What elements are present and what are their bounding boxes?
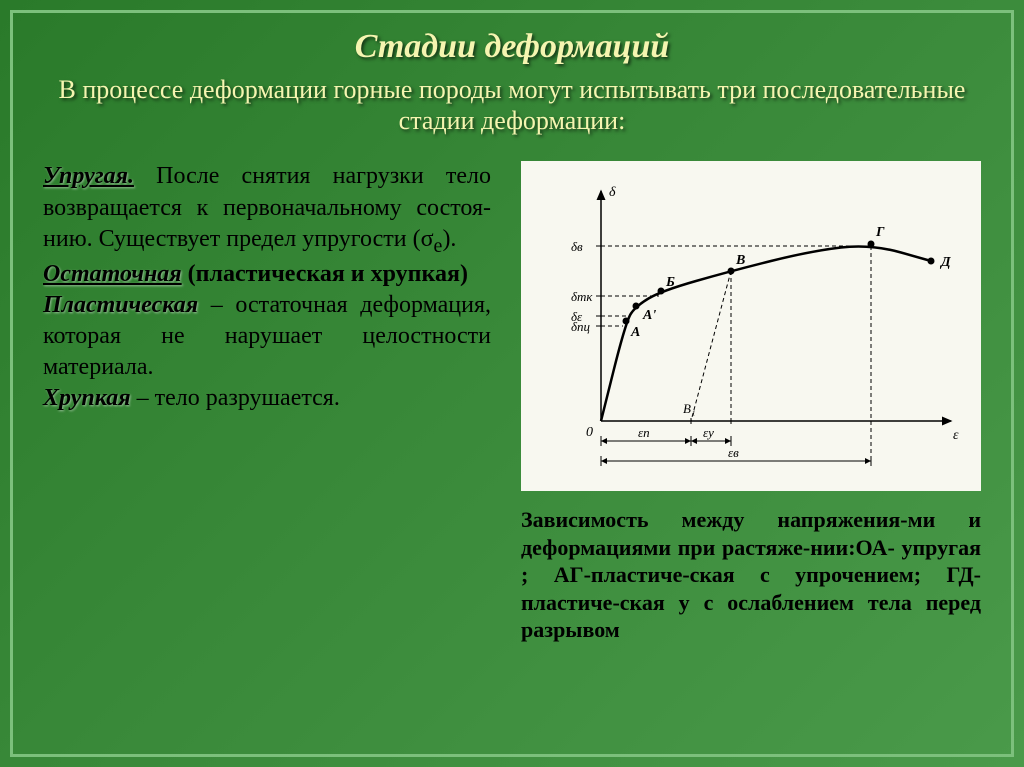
chart-caption: Зависимость между напряжения-ми и деформ… [521,506,981,644]
stress-strain-chart: 0δεδпцδεδткδвАА'БВГДВ₁εпεуεв [531,171,971,481]
residual-body: (пластическая и хрупкая) [182,261,468,287]
svg-text:ε: ε [953,428,959,443]
svg-text:εв: εв [728,445,739,460]
chart-column: 0δεδпцδεδткδвАА'БВГДВ₁εпεуεв Зависимость… [521,161,981,644]
svg-text:В: В [735,253,745,268]
svg-text:Д: Д [939,255,951,270]
svg-text:А': А' [642,308,656,323]
content-row: Упругая. После снятия нагрузки тело возв… [43,161,981,644]
svg-text:Б: Б [665,275,675,290]
svg-text:δтк: δтк [571,289,593,304]
chart-container: 0δεδпцδεδткδвАА'БВГДВ₁εпεуεв [521,161,981,491]
page-title: Стадии деформаций [43,28,981,66]
page-subtitle: В процессе деформации горные породы могу… [43,74,981,136]
svg-text:В₁: В₁ [683,401,695,416]
svg-text:δε: δε [571,309,583,324]
svg-text:А: А [630,325,640,340]
svg-text:Г: Г [875,225,885,240]
svg-text:0: 0 [586,425,593,440]
term-residual: Остаточная [43,261,182,287]
svg-text:εп: εп [638,425,650,440]
term-plastic: Пластическая [43,292,198,318]
brittle-body: – тело разрушается. [131,385,340,411]
term-elastic: Упругая. [43,163,134,189]
elastic-end: ). [442,226,456,252]
svg-text:δ: δ [609,185,616,200]
term-brittle: Хрупкая [43,385,131,411]
svg-text:δв: δв [571,239,583,254]
svg-text:εу: εу [703,425,714,440]
text-column: Упругая. После снятия нагрузки тело возв… [43,161,491,644]
